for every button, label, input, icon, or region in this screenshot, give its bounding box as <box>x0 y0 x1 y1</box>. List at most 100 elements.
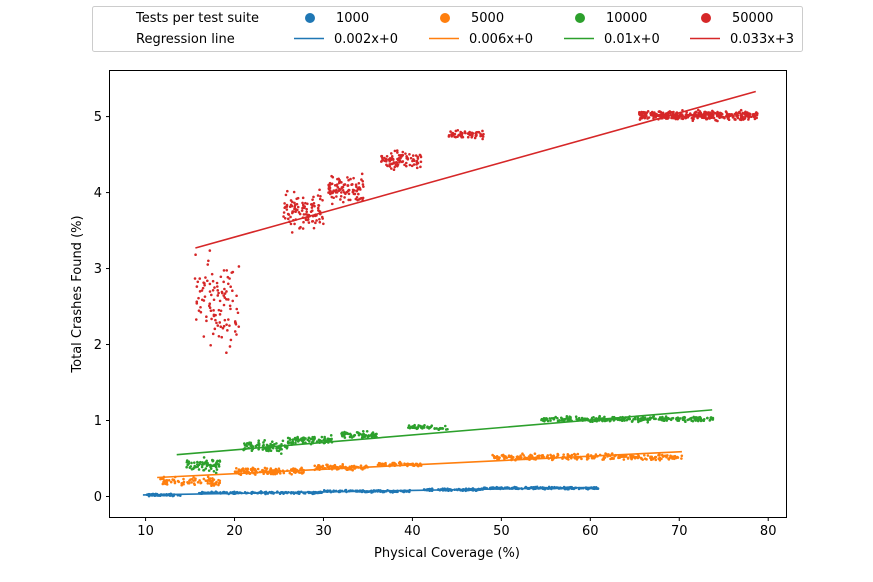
data-point-50000 <box>225 323 228 326</box>
data-point-50000 <box>312 202 316 205</box>
data-point-50000 <box>335 191 339 194</box>
data-point-50000 <box>466 135 470 139</box>
x-axis-label: Physical Coverage (%) <box>374 546 520 561</box>
data-point-10000 <box>658 416 662 419</box>
data-point-50000 <box>199 305 202 309</box>
data-point-10000 <box>601 419 604 423</box>
data-point-50000 <box>357 181 361 185</box>
data-point-50000 <box>646 109 650 113</box>
data-point-10000 <box>207 469 211 472</box>
data-point-50000 <box>236 311 240 315</box>
data-point-5000 <box>187 481 191 485</box>
data-point-10000 <box>279 452 283 455</box>
data-point-50000 <box>217 308 221 312</box>
data-point-50000 <box>286 189 289 193</box>
data-point-50000 <box>724 115 728 118</box>
data-point-50000 <box>295 202 299 206</box>
data-point-50000 <box>215 321 218 325</box>
data-point-50000 <box>289 222 293 226</box>
data-point-5000 <box>545 455 549 459</box>
data-point-10000 <box>212 469 216 473</box>
data-point-5000 <box>341 463 345 466</box>
data-point-50000 <box>217 334 221 338</box>
data-point-5000 <box>496 456 500 459</box>
data-point-50000 <box>194 253 197 257</box>
data-point-5000 <box>541 454 545 457</box>
data-point-50000 <box>218 299 222 303</box>
data-point-50000 <box>450 133 453 136</box>
data-point-10000 <box>549 419 552 422</box>
legend-regression-label-5000: 0.006x+0 <box>469 32 533 47</box>
data-point-50000 <box>286 217 290 221</box>
data-point-10000 <box>563 418 567 421</box>
data-point-50000 <box>208 302 212 306</box>
data-point-10000 <box>198 461 202 465</box>
data-point-10000 <box>352 435 355 438</box>
data-point-5000 <box>550 455 553 458</box>
data-point-5000 <box>676 456 680 459</box>
x-tick-label: 60 <box>582 524 599 539</box>
data-point-10000 <box>190 461 193 465</box>
data-point-5000 <box>182 480 186 484</box>
data-point-10000 <box>609 419 612 422</box>
data-point-10000 <box>683 415 686 419</box>
data-point-5000 <box>633 456 637 460</box>
data-point-50000 <box>411 154 415 157</box>
data-point-10000 <box>211 459 215 462</box>
data-point-50000 <box>301 196 305 200</box>
data-point-5000 <box>646 454 650 457</box>
data-point-5000 <box>626 457 630 460</box>
data-point-50000 <box>211 279 215 283</box>
data-point-10000 <box>263 439 266 442</box>
data-point-50000 <box>234 323 238 326</box>
data-point-50000 <box>654 113 657 117</box>
data-point-10000 <box>348 435 352 439</box>
data-point-5000 <box>667 457 670 461</box>
data-point-50000 <box>459 134 463 137</box>
data-point-10000 <box>277 449 281 453</box>
data-point-50000 <box>208 290 212 293</box>
data-point-50000 <box>225 297 228 301</box>
data-point-50000 <box>481 129 484 133</box>
data-point-5000 <box>217 482 221 485</box>
legend-frame <box>92 6 803 52</box>
data-point-10000 <box>204 467 208 470</box>
data-point-10000 <box>261 448 265 451</box>
data-point-50000 <box>222 324 226 328</box>
data-point-50000 <box>229 285 232 288</box>
data-point-5000 <box>503 456 506 459</box>
data-point-5000 <box>643 454 646 457</box>
data-point-50000 <box>225 290 228 293</box>
data-point-10000 <box>671 416 675 420</box>
data-point-50000 <box>197 296 200 300</box>
data-point-10000 <box>301 436 305 440</box>
data-point-50000 <box>471 132 475 135</box>
data-point-50000 <box>647 116 651 119</box>
data-point-50000 <box>362 185 365 188</box>
x-tick-label: 30 <box>315 524 332 539</box>
data-point-50000 <box>302 213 306 216</box>
data-point-5000 <box>177 480 181 484</box>
data-point-50000 <box>471 134 474 138</box>
data-point-5000 <box>240 468 244 471</box>
data-point-10000 <box>309 437 313 441</box>
data-point-50000 <box>703 110 707 114</box>
data-point-50000 <box>311 219 315 223</box>
data-point-5000 <box>680 454 684 458</box>
data-point-50000 <box>215 281 219 285</box>
data-point-5000 <box>657 457 661 461</box>
data-point-50000 <box>667 116 670 120</box>
data-point-50000 <box>734 118 737 121</box>
data-point-50000 <box>340 186 344 190</box>
data-point-50000 <box>206 263 210 266</box>
data-point-1000 <box>492 486 495 489</box>
data-point-50000 <box>720 112 723 115</box>
data-point-5000 <box>392 461 395 465</box>
data-point-10000 <box>646 421 650 424</box>
data-point-50000 <box>662 113 666 117</box>
data-point-50000 <box>285 208 289 211</box>
data-point-10000 <box>708 419 712 422</box>
data-point-50000 <box>660 112 664 115</box>
data-point-10000 <box>557 419 561 422</box>
data-point-50000 <box>474 134 478 138</box>
